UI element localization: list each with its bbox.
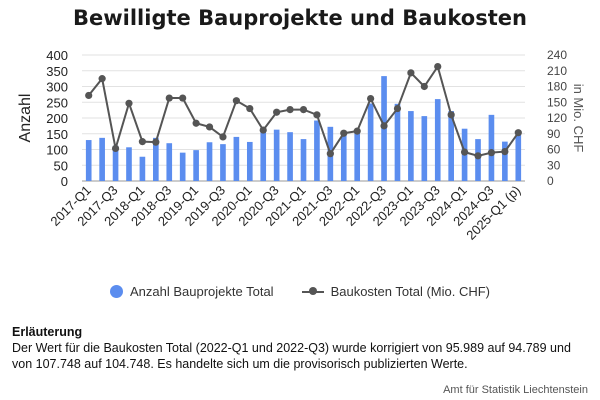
line-point <box>353 127 361 135</box>
bar <box>206 142 213 181</box>
bar <box>488 114 495 181</box>
line-point <box>232 97 240 105</box>
line-point <box>125 99 133 107</box>
line-point <box>407 69 415 77</box>
bar <box>515 132 522 181</box>
y-left-tick-label: 350 <box>46 64 68 79</box>
y-left-tick-label: 100 <box>46 143 68 158</box>
bar <box>246 141 253 181</box>
bar <box>126 147 132 181</box>
line-point <box>474 152 482 160</box>
y-left-tick-label: 0 <box>61 174 68 189</box>
source-credit: Amt für Statistik Liechtenstein <box>443 384 588 396</box>
line-point <box>514 129 522 137</box>
y-right-tick-label: 210 <box>547 64 567 78</box>
line-point <box>219 133 227 141</box>
bar <box>434 99 441 181</box>
line-point <box>380 122 388 130</box>
legend-line-label: Baukosten Total (Mio. CHF) <box>330 284 490 299</box>
y-right-tick-label: 0 <box>547 174 554 188</box>
legend: Anzahl Bauprojekte Total Baukosten Total… <box>0 284 600 299</box>
line-point <box>434 62 442 71</box>
y-left-tick-label: 400 <box>46 48 68 63</box>
note-box: Erläuterung Der Wert für die Baukosten T… <box>12 324 588 372</box>
line-point <box>273 108 281 116</box>
y-right-tick-label: 60 <box>547 143 561 157</box>
y-left-tick-label: 150 <box>46 127 68 142</box>
y-right-tick-label: 120 <box>547 111 567 125</box>
bar <box>260 129 267 181</box>
line-point <box>152 138 160 146</box>
y-right-tick-label: 90 <box>547 127 561 141</box>
line-point <box>165 94 173 102</box>
legend-line-swatch-icon <box>301 285 324 298</box>
bar <box>166 143 173 181</box>
line-point <box>340 129 348 137</box>
bar <box>273 129 280 181</box>
line-point <box>299 106 308 114</box>
line-point <box>501 148 509 156</box>
bar <box>367 103 374 181</box>
line-point <box>447 111 455 119</box>
bar <box>99 137 105 181</box>
line-point <box>367 94 375 103</box>
y-left-tick-label: 250 <box>46 95 68 110</box>
y-left-tick-label: 300 <box>46 80 68 95</box>
bar <box>448 111 454 181</box>
line-point <box>487 149 496 157</box>
bar <box>193 150 199 181</box>
line-point <box>98 75 106 83</box>
line-point <box>205 123 214 131</box>
y-right-tick-label: 30 <box>547 158 561 172</box>
line-point <box>286 106 294 114</box>
bar <box>139 156 146 181</box>
legend-item-line[interactable]: Baukosten Total (Mio. CHF) <box>301 284 490 299</box>
line-point <box>460 148 469 156</box>
y-right-tick-label: 150 <box>547 95 567 109</box>
bar <box>475 139 481 181</box>
bar <box>394 103 401 181</box>
y-right-tick-label: 180 <box>547 80 567 94</box>
y-left-tick-label: 200 <box>46 111 68 126</box>
chart-title: Bewilligte Bauprojekte und Baukosten <box>73 6 527 30</box>
legend-bar-label: Anzahl Bauprojekte Total <box>129 284 274 299</box>
line-point <box>420 82 428 91</box>
bar <box>354 130 361 181</box>
note-title: Erläuterung <box>12 325 83 339</box>
note-text: Der Wert für die Baukosten Total (2022-Q… <box>12 341 571 371</box>
bar <box>408 111 414 181</box>
line-point <box>138 138 147 146</box>
line-point <box>313 111 321 119</box>
legend-item-bars[interactable]: Anzahl Bauprojekte Total <box>109 284 274 299</box>
y-right-axis-title: in Mio. CHF <box>571 84 586 153</box>
bar <box>153 137 159 181</box>
bar <box>85 140 92 181</box>
bar <box>112 145 119 181</box>
bar <box>502 141 508 181</box>
bar <box>287 132 293 181</box>
legend-bar-swatch-icon <box>109 285 123 298</box>
y-left-tick-label: 50 <box>54 158 68 173</box>
y-right-tick-label: 240 <box>547 48 567 62</box>
y-left-axis-title: Anzahl <box>17 94 34 143</box>
bar <box>233 136 240 181</box>
line-point <box>246 104 254 113</box>
line-point <box>85 91 93 100</box>
line-point <box>326 150 334 158</box>
line-point <box>179 94 187 102</box>
bar <box>179 152 186 181</box>
bar <box>300 139 307 181</box>
bar <box>340 132 347 181</box>
bar <box>421 116 428 181</box>
line-point <box>192 119 200 127</box>
bar <box>314 120 320 181</box>
line-point <box>259 126 267 134</box>
line-point <box>393 104 402 113</box>
bar <box>220 144 226 181</box>
line-point <box>111 144 120 153</box>
